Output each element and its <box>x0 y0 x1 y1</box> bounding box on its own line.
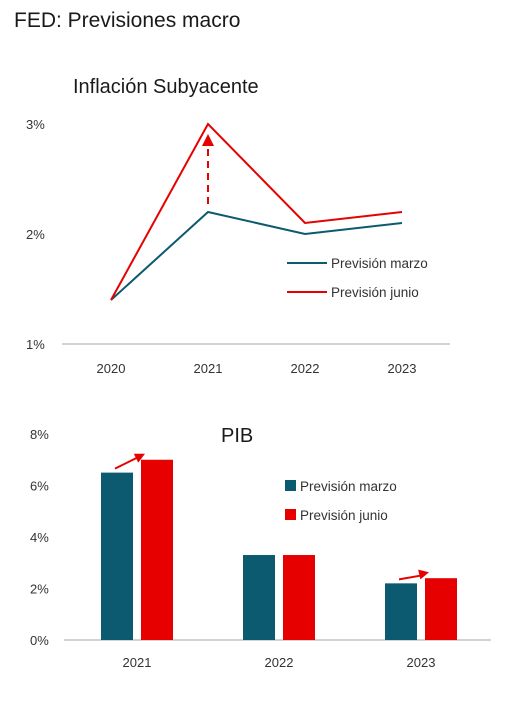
x-tick-label: 2023 <box>388 361 417 376</box>
bar-junio-2022 <box>283 555 315 640</box>
y-tick-label: 1% <box>26 337 45 352</box>
arrow-shaft <box>114 455 140 470</box>
y-tick-label: 8% <box>30 427 49 442</box>
page-title: FED: Previsiones macro <box>14 9 241 32</box>
y-tick-label: 3% <box>26 117 45 132</box>
bar-junio-2023 <box>425 578 457 640</box>
arrow-shaft <box>398 574 424 581</box>
series-line-junio <box>110 122 403 301</box>
x-tick-label: 2021 <box>123 655 152 670</box>
legend-label: Previsión marzo <box>331 256 428 271</box>
arrow-head-icon <box>133 453 145 463</box>
bar-marzo-2021 <box>101 472 133 640</box>
series-line-marzo <box>110 210 403 301</box>
legend-swatch <box>285 480 296 491</box>
legend-label: Previsión junio <box>331 285 419 300</box>
bar-junio-2021 <box>141 459 173 640</box>
x-tick-label: 2020 <box>97 361 126 376</box>
arrow-head-icon <box>202 134 214 146</box>
y-tick-label: 2% <box>26 227 45 242</box>
y-tick-label: 2% <box>30 582 49 597</box>
x-tick-label: 2022 <box>291 361 320 376</box>
gdp-chart-title: PIB <box>221 425 253 447</box>
x-tick-label: 2023 <box>407 655 436 670</box>
legend-swatch <box>285 509 296 520</box>
inflation-chart-title: Inflación Subyacente <box>73 76 259 98</box>
y-tick-label: 6% <box>30 479 49 494</box>
bar-marzo-2023 <box>385 583 417 640</box>
bar-marzo-2022 <box>243 555 275 640</box>
y-tick-label: 4% <box>30 530 49 545</box>
legend-label: Previsión junio <box>300 508 388 523</box>
x-tick-label: 2022 <box>265 655 294 670</box>
y-tick-label: 0% <box>30 633 49 648</box>
arrow-head-icon <box>418 569 429 580</box>
x-tick-label: 2021 <box>194 361 223 376</box>
legend-label: Previsión marzo <box>300 479 397 494</box>
